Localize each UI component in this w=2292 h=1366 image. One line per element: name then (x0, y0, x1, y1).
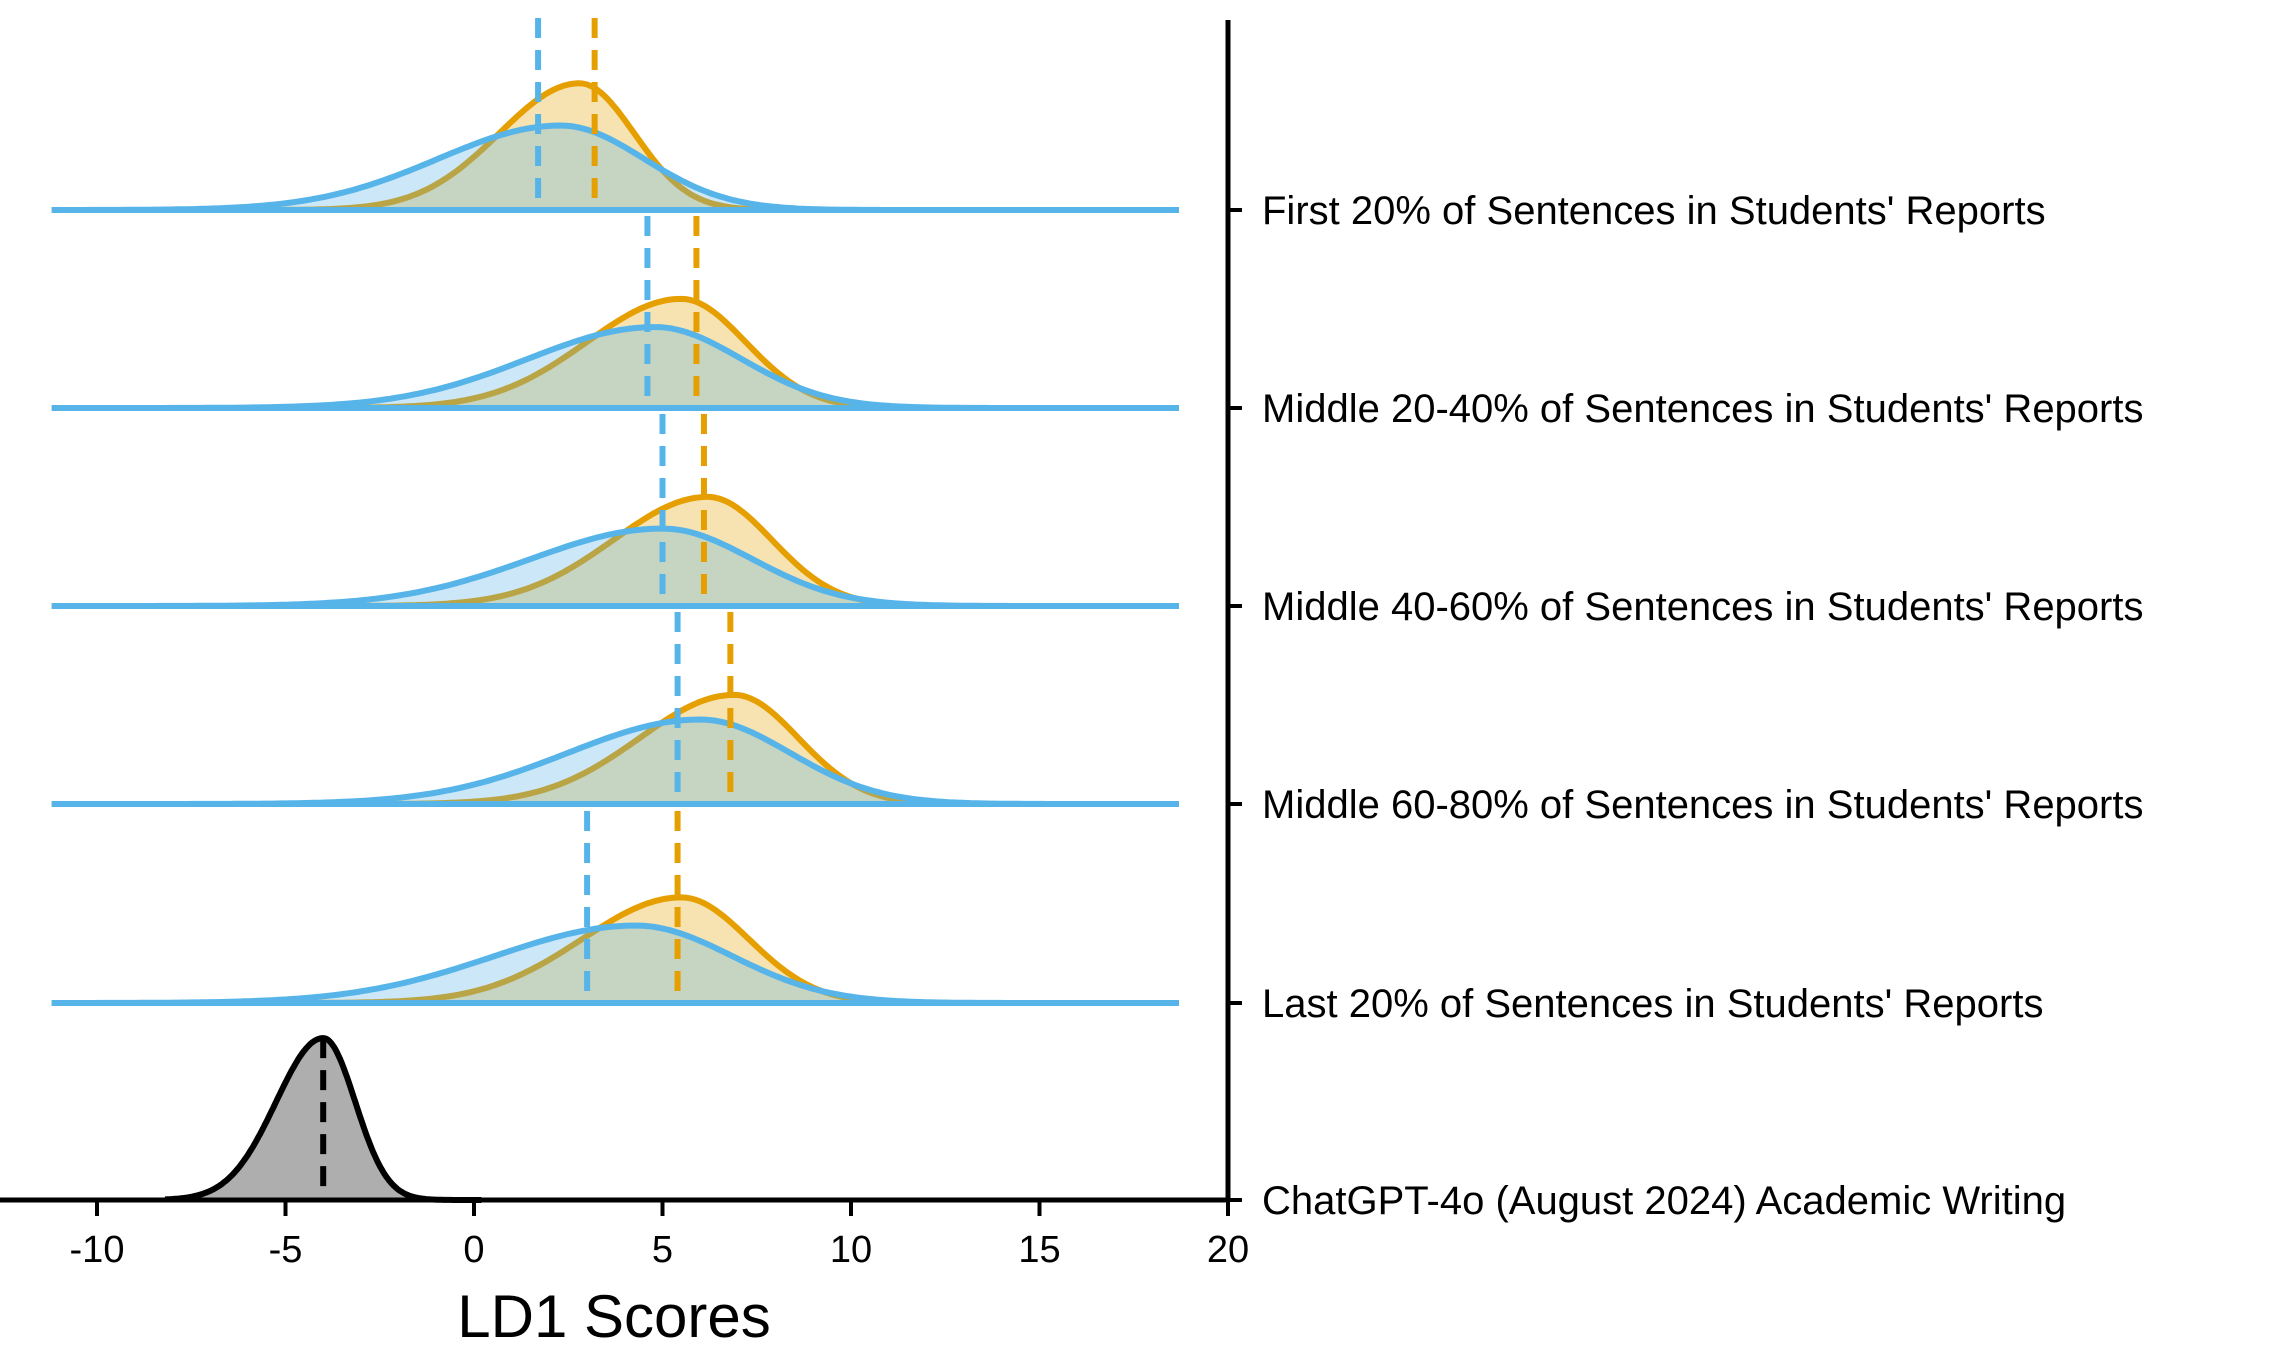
row-label: First 20% of Sentences in Students' Repo… (1262, 189, 2046, 233)
x-axis-title: LD1 Scores (457, 1283, 770, 1350)
x-tick-label: -10 (70, 1229, 125, 1271)
y-axis-ticks: First 20% of Sentences in Students' Repo… (1228, 189, 2143, 1223)
row-label: Middle 40-60% of Sentences in Students' … (1262, 585, 2143, 629)
x-tick-label: 15 (1018, 1229, 1060, 1271)
density-area-orange (51, 298, 1179, 408)
x-axis-ticks: -10 -5 0 5 10 15 20 (70, 1200, 1249, 1271)
row-label: Last 20% of Sentences in Students' Repor… (1262, 982, 2043, 1026)
x-tick-label: 20 (1207, 1229, 1249, 1271)
density-area-blue (51, 327, 1179, 408)
ridge-row (51, 612, 1179, 807)
ridge-row (51, 811, 1179, 1006)
ridge-row (51, 414, 1179, 609)
density-area-orange (51, 83, 1179, 210)
density-area-blue (51, 925, 1179, 1003)
density-area-orange (51, 694, 1179, 804)
density-area-blue (51, 528, 1179, 606)
x-tick-label: 10 (830, 1229, 872, 1271)
x-tick-label: 0 (463, 1229, 484, 1271)
ridge-row (51, 216, 1179, 411)
density-area-orange (51, 897, 1179, 1003)
row-label: Middle 60-80% of Sentences in Students' … (1262, 783, 2143, 827)
ridge-row (51, 18, 1179, 213)
density-area-blue (51, 719, 1179, 804)
density-area-blue (51, 125, 1179, 210)
ridgeline-plot-area (51, 18, 1179, 1203)
ridge-row (163, 1035, 484, 1203)
x-tick-label: 5 (652, 1229, 673, 1271)
row-label: Middle 20-40% of Sentences in Students' … (1262, 387, 2143, 431)
row-label: ChatGPT-4o (August 2024) Academic Writin… (1262, 1179, 2066, 1223)
density-area-orange (51, 496, 1179, 606)
x-tick-label: -5 (269, 1229, 303, 1271)
axes: -10 -5 0 5 10 15 20 First 20% of Sentences in … (0, 20, 2143, 1350)
